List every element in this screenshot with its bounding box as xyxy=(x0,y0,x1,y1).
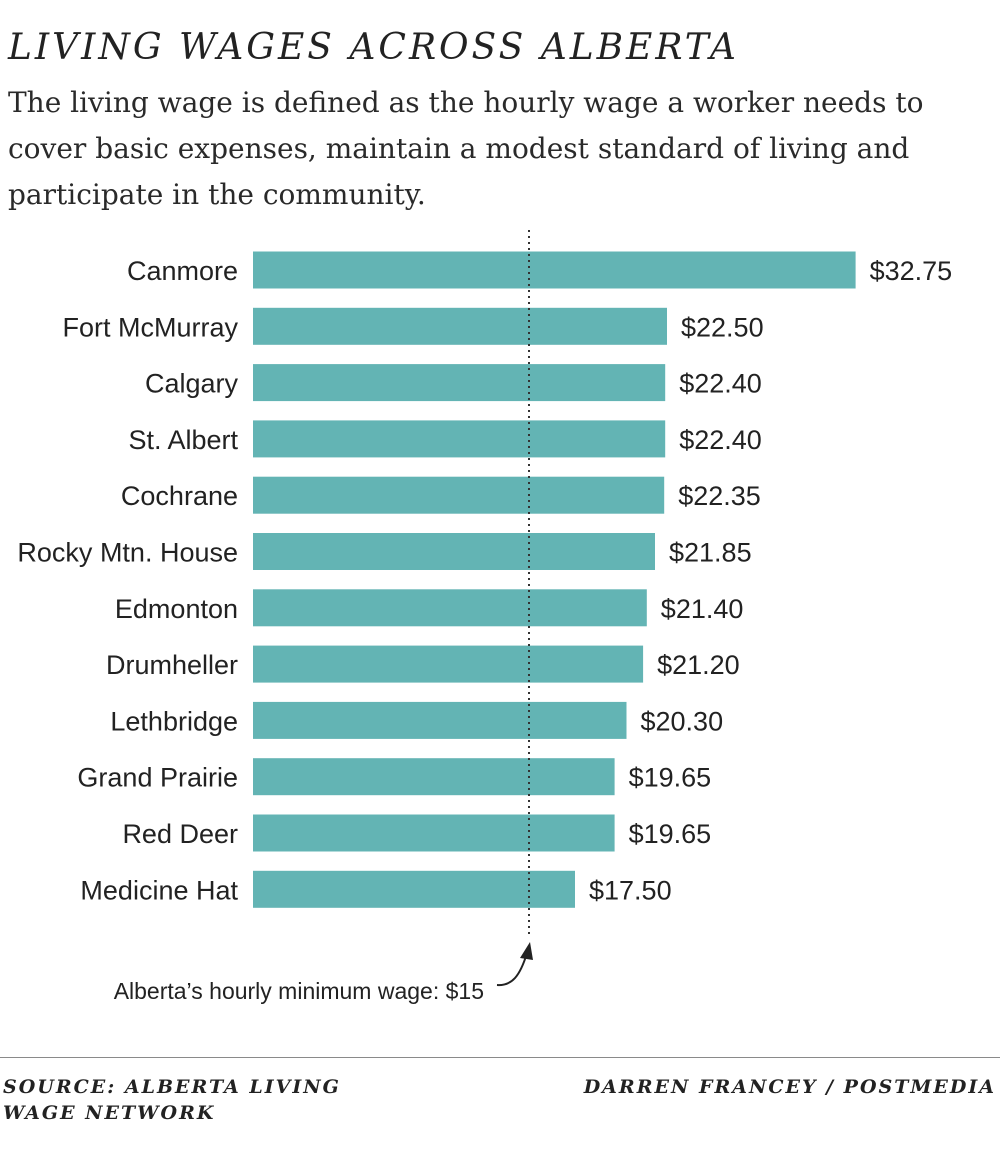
bar xyxy=(253,364,666,402)
value-label: $19.65 xyxy=(629,763,712,793)
reference-label: Alberta’s hourly minimum wage: $15 xyxy=(114,978,484,1004)
bar-row: Grand Prairie $19.65 xyxy=(77,758,712,796)
footer-divider xyxy=(0,1057,1000,1058)
value-label: $22.40 xyxy=(679,369,762,399)
bar-row: Red Deer $19.65 xyxy=(122,814,712,852)
bar-row: Cochrane $22.35 xyxy=(121,476,761,514)
bar xyxy=(253,758,615,796)
bar xyxy=(253,307,667,345)
category-label: Drumheller xyxy=(106,650,238,680)
chart-subtitle: The living wage is defined as the hourly… xyxy=(8,86,924,211)
value-label: $22.50 xyxy=(681,312,764,342)
category-label: Canmore xyxy=(127,256,238,286)
bar xyxy=(253,533,655,570)
category-label: Red Deer xyxy=(122,819,238,849)
bar xyxy=(253,870,575,908)
value-label: $17.50 xyxy=(589,875,672,905)
bar-row: Drumheller $21.20 xyxy=(106,645,740,683)
bar-row: Lethbridge $20.30 xyxy=(110,701,724,739)
category-label: Lethbridge xyxy=(110,706,238,736)
category-label: Grand Prairie xyxy=(77,763,238,793)
chart-title: LIVING WAGES ACROSS ALBERTA xyxy=(8,27,739,68)
arrow-head-icon xyxy=(520,942,533,960)
value-label: $21.40 xyxy=(661,594,744,624)
credit-note: DARREN FRANCEY / POSTMEDIA xyxy=(583,1076,996,1098)
bar-row: Fort McMurray $22.50 xyxy=(63,307,764,345)
category-label: Edmonton xyxy=(115,594,238,624)
bar-row: St. Albert $22.40 xyxy=(128,420,762,458)
bar-row: Calgary $22.40 xyxy=(145,364,762,402)
bar xyxy=(253,814,615,852)
category-label: Calgary xyxy=(145,369,239,399)
source-note: SOURCE: ALBERTA LIVING WAGE NETWORK xyxy=(3,1076,341,1124)
bar-row: Edmonton $21.40 xyxy=(115,589,744,627)
value-label: $32.75 xyxy=(870,256,953,286)
category-label: St. Albert xyxy=(128,425,238,455)
value-label: $21.20 xyxy=(657,650,740,680)
category-label: Cochrane xyxy=(121,481,238,511)
bar xyxy=(253,476,665,514)
bar xyxy=(253,589,647,627)
category-label: Medicine Hat xyxy=(80,875,238,905)
bar xyxy=(253,701,627,739)
value-label: $19.65 xyxy=(629,819,712,849)
bar-row: Rocky Mtn. House $21.85 xyxy=(17,533,752,570)
bar xyxy=(253,420,666,458)
bar-row: Canmore $32.75 xyxy=(127,251,953,289)
bars-group: Canmore $32.75 Fort McMurray $22.50 Calgary $… xyxy=(17,251,953,908)
value-label: $22.35 xyxy=(678,481,761,511)
category-label: Rocky Mtn. House xyxy=(17,538,238,568)
value-label: $21.85 xyxy=(669,538,752,568)
value-label: $22.40 xyxy=(679,425,762,455)
minimum-wage-reference: Alberta’s hourly minimum wage: $15 xyxy=(114,230,533,1004)
bar-chart: Canmore $32.75 Fort McMurray $22.50 Calgary $… xyxy=(17,230,953,1004)
bar xyxy=(253,645,644,683)
bar xyxy=(253,251,856,289)
bar-row: Medicine Hat $17.50 xyxy=(80,870,672,908)
category-label: Fort McMurray xyxy=(63,312,239,342)
value-label: $20.30 xyxy=(641,706,724,736)
